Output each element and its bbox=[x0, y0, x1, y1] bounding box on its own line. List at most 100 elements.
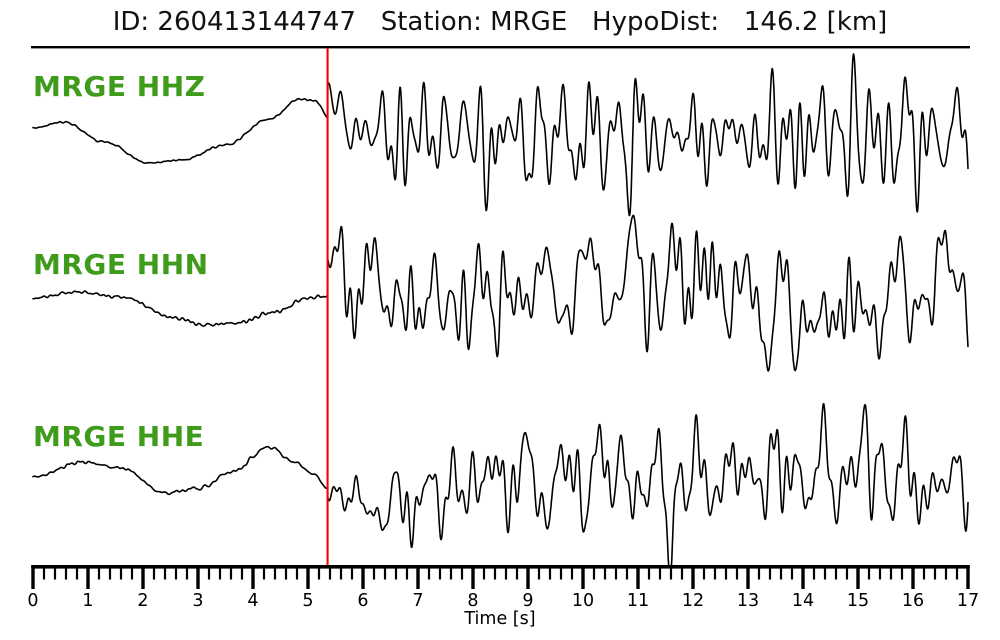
x-tick-minor bbox=[515, 566, 519, 580]
x-tick-minor bbox=[834, 566, 838, 580]
x-tick-major bbox=[746, 566, 750, 589]
x-tick-major bbox=[581, 566, 585, 589]
x-tick-minor bbox=[460, 566, 464, 580]
x-tick-label: 15 bbox=[847, 591, 869, 611]
trace-mrge-hhz bbox=[32, 53, 969, 217]
x-tick-major bbox=[526, 566, 530, 589]
x-tick-minor bbox=[108, 566, 112, 580]
x-tick-minor bbox=[119, 566, 123, 580]
trace-mrge-hhe bbox=[32, 402, 969, 568]
x-tick-minor bbox=[295, 566, 299, 580]
x-tick-minor bbox=[614, 566, 618, 580]
x-tick-minor bbox=[933, 566, 937, 580]
x-tick-minor bbox=[273, 566, 277, 580]
x-tick-label: 10 bbox=[572, 591, 594, 611]
x-tick-minor bbox=[350, 566, 354, 580]
x-tick-minor bbox=[394, 566, 398, 580]
x-tick-label: 8 bbox=[467, 591, 478, 611]
x-tick-major bbox=[196, 566, 200, 589]
x-tick-major bbox=[141, 566, 145, 589]
x-tick-minor bbox=[339, 566, 343, 580]
x-tick-label: 3 bbox=[192, 591, 203, 611]
x-tick-minor bbox=[427, 566, 431, 580]
x-tick-major bbox=[86, 566, 90, 589]
x-tick-major bbox=[636, 566, 640, 589]
x-tick-minor bbox=[900, 566, 904, 580]
time-axis-label: Time [s] bbox=[464, 609, 536, 629]
x-tick-minor bbox=[823, 566, 827, 580]
waveform-traces bbox=[32, 53, 969, 568]
x-tick-label: 13 bbox=[737, 591, 759, 611]
x-tick-minor bbox=[669, 566, 673, 580]
x-tick-minor bbox=[449, 566, 453, 580]
x-tick-minor bbox=[262, 566, 266, 580]
x-tick-minor bbox=[75, 566, 79, 580]
x-tick-label: 4 bbox=[247, 591, 258, 611]
x-tick-label: 2 bbox=[137, 591, 148, 611]
x-tick-major bbox=[251, 566, 255, 589]
x-tick-minor bbox=[889, 566, 893, 580]
x-tick-major bbox=[361, 566, 365, 589]
x-tick-minor bbox=[658, 566, 662, 580]
x-tick-minor bbox=[493, 566, 497, 580]
x-tick-label: 7 bbox=[412, 591, 423, 611]
x-tick-minor bbox=[240, 566, 244, 580]
x-tick-minor bbox=[779, 566, 783, 580]
x-tick-label: 17 bbox=[957, 591, 979, 611]
x-tick-label: 14 bbox=[792, 591, 814, 611]
x-tick-minor bbox=[372, 566, 376, 580]
x-tick-label: 12 bbox=[682, 591, 704, 611]
x-tick-label: 11 bbox=[627, 591, 649, 611]
x-tick-minor bbox=[53, 566, 57, 580]
x-tick-minor bbox=[207, 566, 211, 580]
x-tick-minor bbox=[218, 566, 222, 580]
x-tick-minor bbox=[163, 566, 167, 580]
x-tick-minor bbox=[702, 566, 706, 580]
x-tick-label: 1 bbox=[82, 591, 93, 611]
x-tick-minor bbox=[317, 566, 321, 580]
x-tick-major bbox=[306, 566, 310, 589]
x-tick-major bbox=[966, 566, 970, 589]
x-tick-minor bbox=[152, 566, 156, 580]
x-tick-minor bbox=[647, 566, 651, 580]
x-tick-label: 5 bbox=[302, 591, 313, 611]
x-tick-minor bbox=[174, 566, 178, 580]
x-tick-label: 16 bbox=[902, 591, 924, 611]
x-tick-major bbox=[801, 566, 805, 589]
x-tick-major bbox=[31, 566, 35, 589]
trace-mrge-hhn bbox=[32, 214, 969, 372]
x-tick-minor bbox=[185, 566, 189, 580]
x-tick-minor bbox=[955, 566, 959, 580]
x-tick-minor bbox=[570, 566, 574, 580]
x-tick-minor bbox=[548, 566, 552, 580]
x-tick-label: 0 bbox=[27, 591, 38, 611]
figure-title: ID: 260413144747 Station: MRGE HypoDist:… bbox=[112, 7, 888, 37]
x-tick-minor bbox=[537, 566, 541, 580]
x-tick-minor bbox=[97, 566, 101, 580]
x-tick-minor bbox=[724, 566, 728, 580]
x-tick-minor bbox=[482, 566, 486, 580]
channel-label-hhe: MRGE HHE bbox=[33, 420, 205, 453]
x-tick-minor bbox=[64, 566, 68, 580]
x-tick-minor bbox=[328, 566, 332, 580]
title-underline bbox=[31, 46, 970, 49]
x-tick-minor bbox=[284, 566, 288, 580]
x-tick-minor bbox=[603, 566, 607, 580]
x-tick-minor bbox=[867, 566, 871, 580]
x-tick-minor bbox=[229, 566, 233, 580]
x-tick-minor bbox=[680, 566, 684, 580]
x-tick-minor bbox=[878, 566, 882, 580]
x-tick-minor bbox=[504, 566, 508, 580]
x-tick-minor bbox=[42, 566, 46, 580]
x-tick-major bbox=[856, 566, 860, 589]
x-tick-minor bbox=[768, 566, 772, 580]
x-tick-minor bbox=[944, 566, 948, 580]
x-tick-minor bbox=[438, 566, 442, 580]
x-tick-minor bbox=[559, 566, 563, 580]
x-tick-minor bbox=[625, 566, 629, 580]
x-tick-label: 6 bbox=[357, 591, 368, 611]
x-tick-minor bbox=[790, 566, 794, 580]
x-tick-major bbox=[691, 566, 695, 589]
